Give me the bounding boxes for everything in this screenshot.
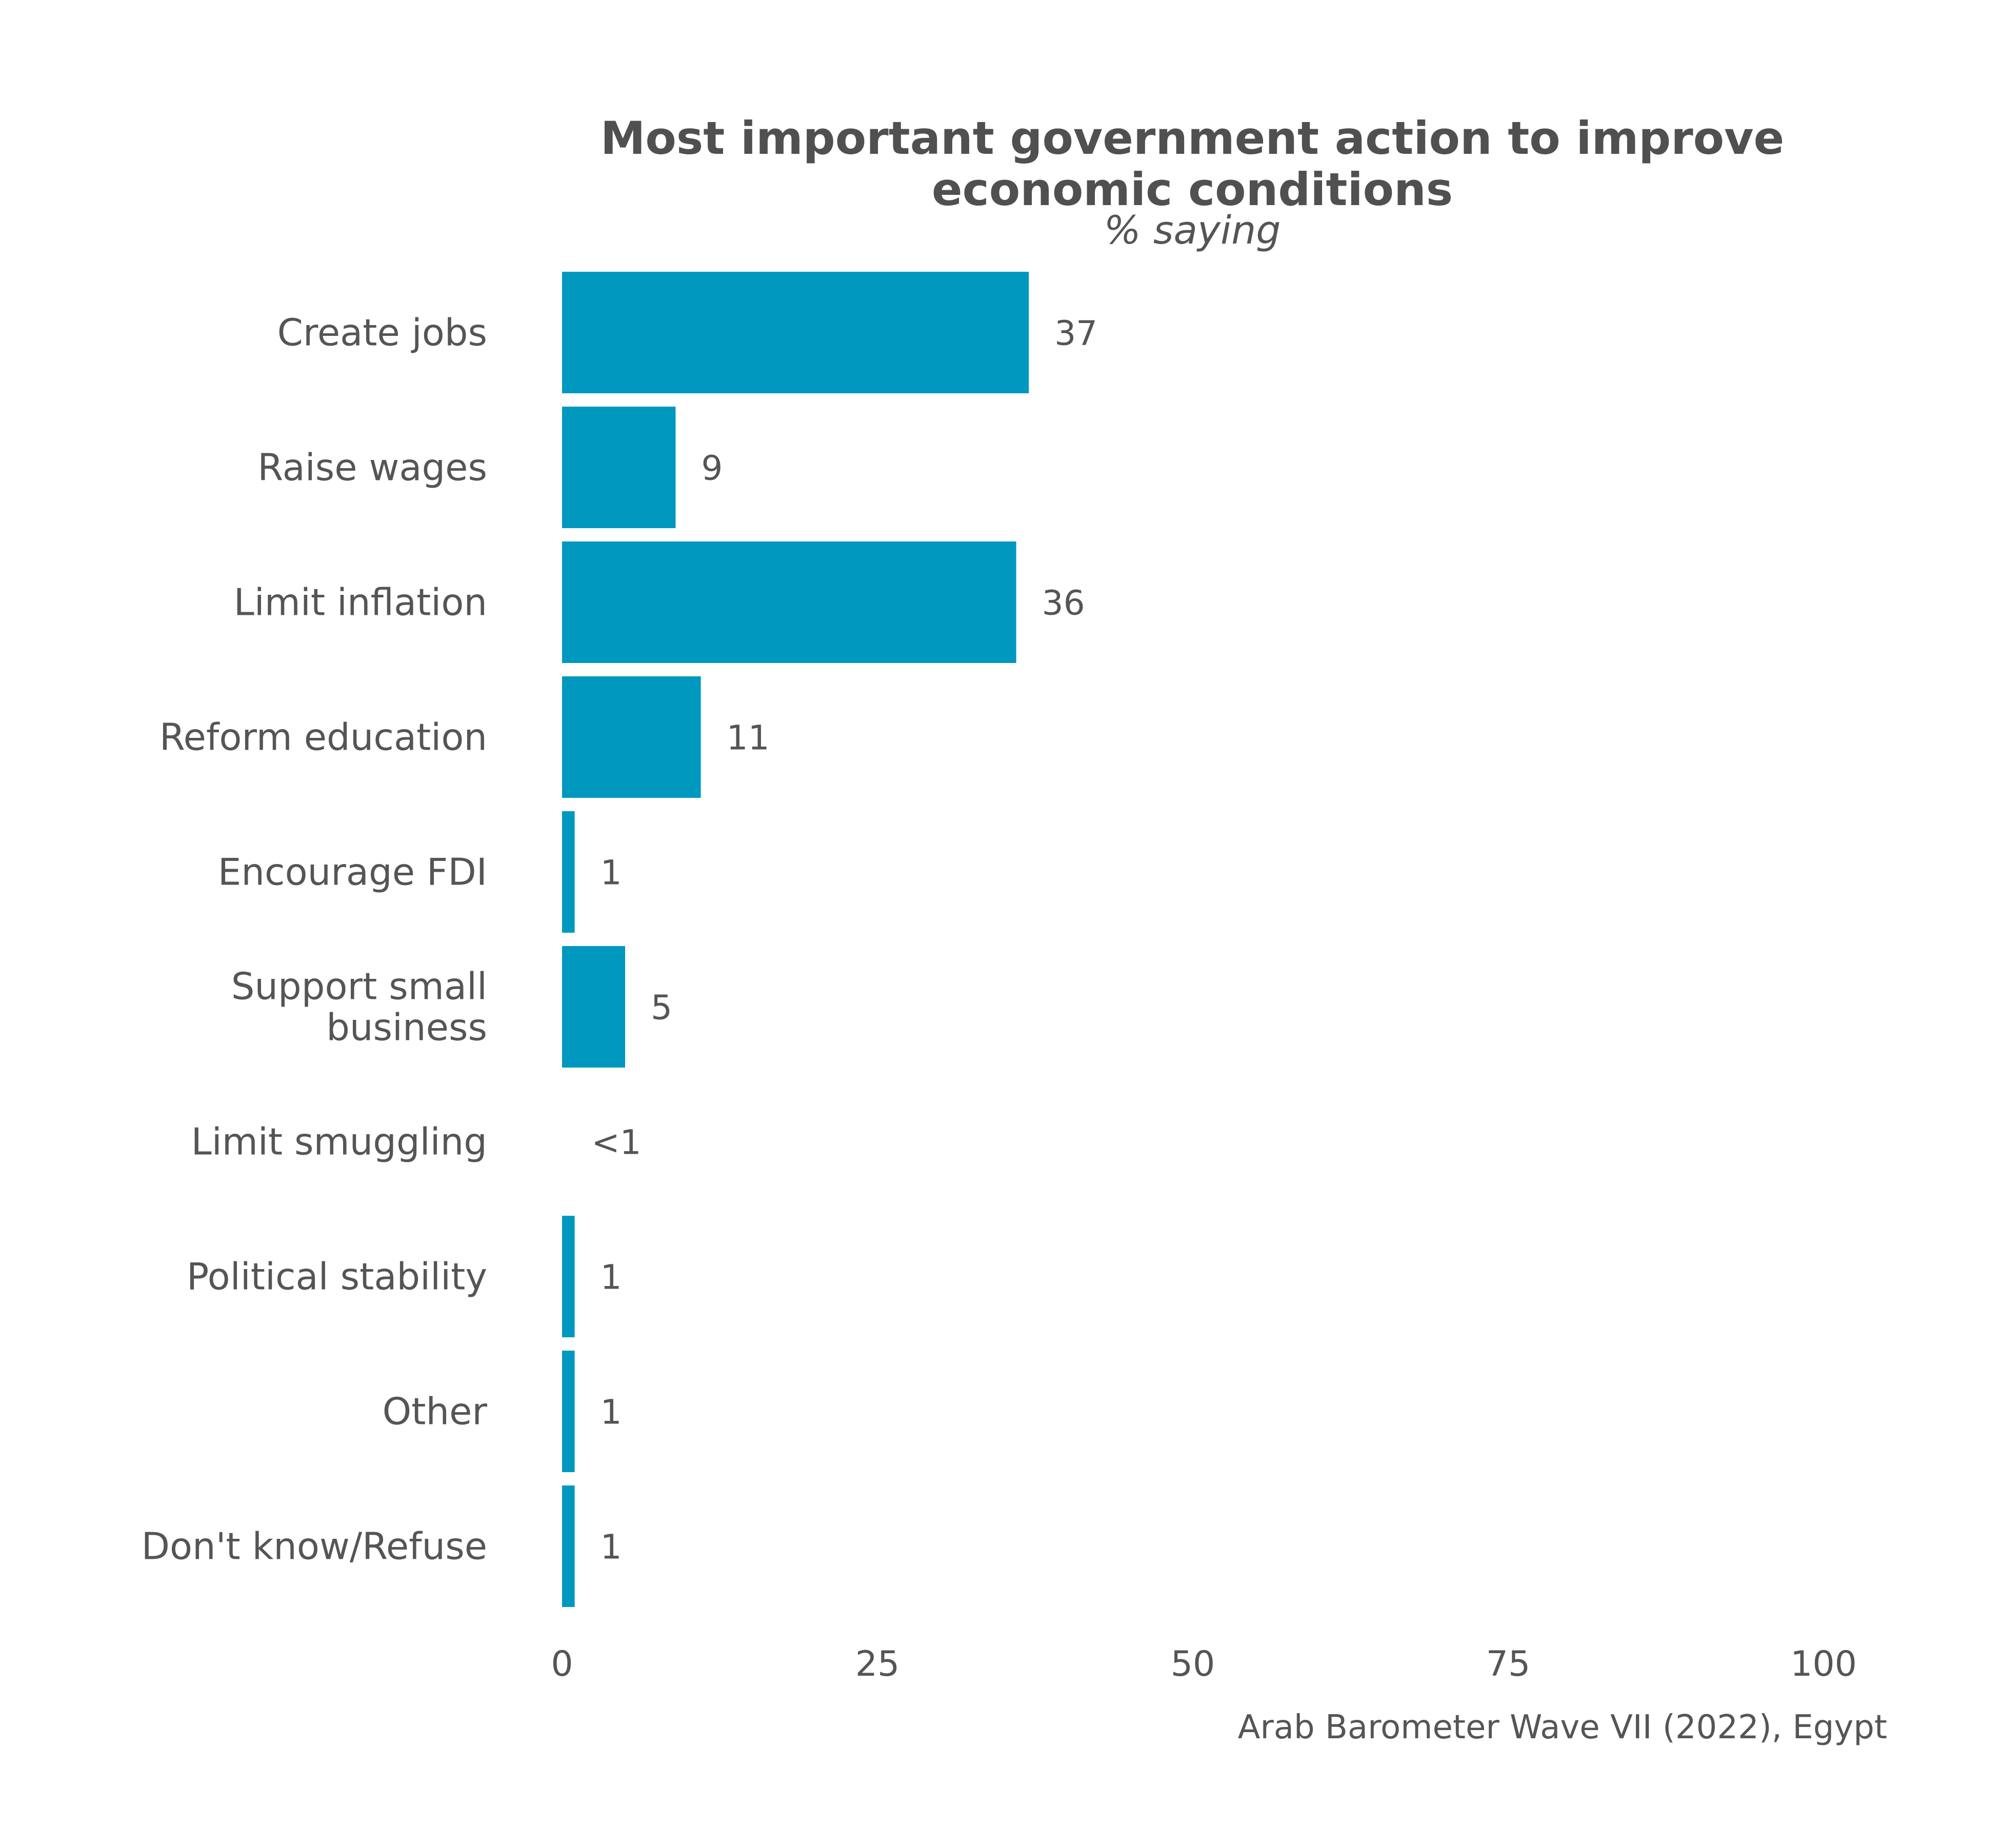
x-axis-ticks: 0 25 50 75 100	[551, 1644, 1857, 1684]
bar	[562, 1485, 575, 1607]
y-tick-label: Political stability	[187, 1255, 487, 1298]
data-label: 36	[1042, 584, 1085, 623]
data-label: 1	[601, 1393, 622, 1432]
data-label: 9	[701, 449, 723, 488]
y-axis-labels: Create jobs Raise wages Limit inflation Ref…	[142, 311, 488, 1568]
y-tick-label: Reform education	[159, 716, 487, 759]
data-label: 1	[601, 1528, 622, 1567]
x-tick-label: 75	[1486, 1644, 1531, 1684]
x-tick-label: 0	[551, 1644, 573, 1684]
y-tick-label: Don't know/Refuse	[142, 1525, 487, 1568]
bar	[562, 946, 625, 1068]
y-tick-label: Raise wages	[257, 446, 487, 489]
chart-title-line: Most important government action to impr…	[601, 112, 1784, 165]
chart-title: Most important government action to impr…	[601, 112, 1784, 216]
bar	[562, 676, 701, 798]
y-tick-label: Other	[383, 1390, 488, 1433]
y-tick-label: Limit inflation	[234, 581, 487, 624]
bar	[562, 1351, 575, 1472]
chart-subtitle: % saying	[1104, 207, 1281, 253]
x-tick-label: 50	[1171, 1644, 1215, 1684]
y-tick-label: Support small business	[231, 965, 487, 1049]
bar	[562, 407, 676, 528]
data-label: 11	[727, 718, 770, 758]
bar	[562, 811, 575, 933]
y-tick-label: Limit smuggling	[191, 1120, 487, 1163]
y-tick-label: Create jobs	[277, 311, 487, 354]
chart-caption: Arab Barometer Wave VII (2022), Egypt	[1238, 1709, 1887, 1746]
bar	[562, 272, 1029, 393]
x-tick-label: 25	[855, 1644, 900, 1684]
data-label: <1	[591, 1123, 641, 1162]
chart-title-line: economic conditions	[932, 163, 1453, 216]
y-tick-label: Encourage FDI	[218, 851, 487, 894]
data-label: 37	[1054, 314, 1097, 353]
bars-layer	[562, 272, 1029, 1607]
x-tick-label: 100	[1790, 1644, 1857, 1684]
data-label: 1	[601, 853, 622, 893]
bar	[562, 1216, 575, 1337]
data-label: 5	[651, 988, 672, 1028]
bar	[562, 1081, 566, 1202]
data-label: 1	[601, 1258, 622, 1297]
bar	[562, 541, 1016, 663]
